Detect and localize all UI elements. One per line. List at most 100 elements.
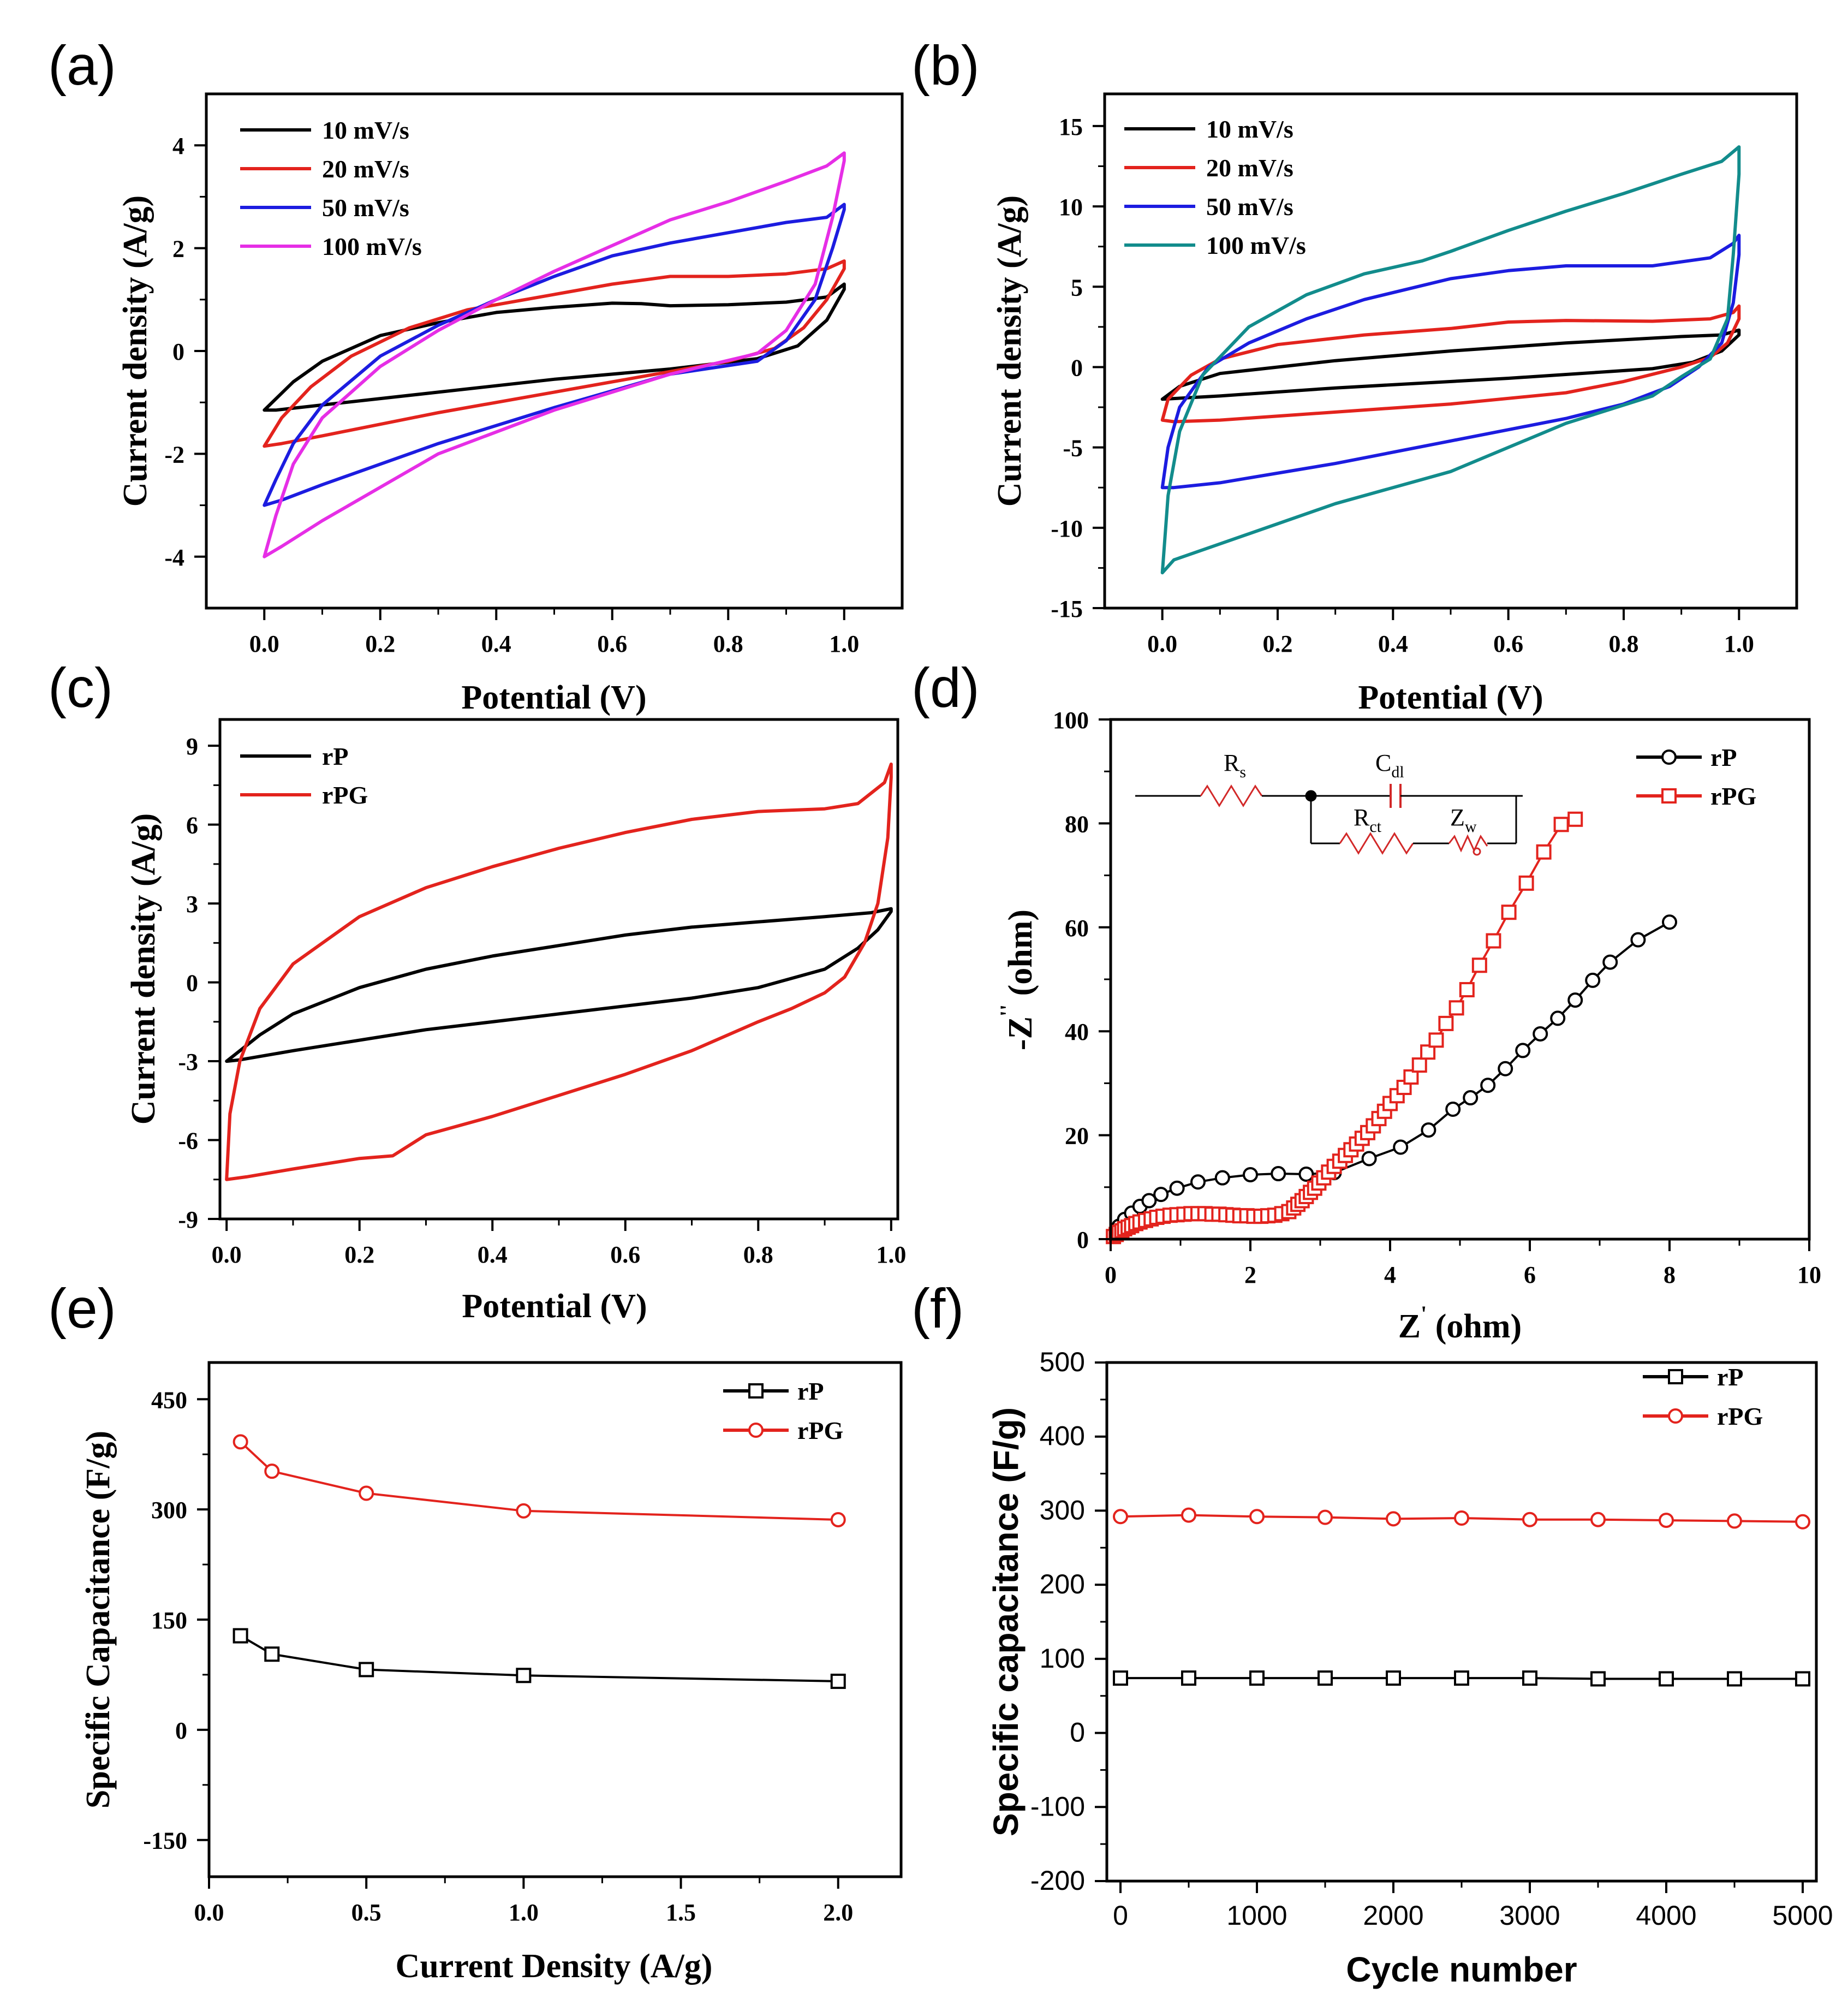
data-point-rp xyxy=(1361,1151,1377,1167)
x-axis-label-a: Potential (V) xyxy=(461,679,646,716)
data-point-rpg xyxy=(1501,905,1517,920)
y-tick-label: 150 xyxy=(151,1607,187,1634)
x-tick-label: 1000 xyxy=(1226,1900,1287,1931)
circuit-label-cdl-main: C xyxy=(1375,749,1391,776)
legend-label-100-mv-s: 100 mV/s xyxy=(322,233,422,260)
data-point-rpg xyxy=(1448,1000,1464,1016)
y-tick-label: -200 xyxy=(1030,1865,1085,1896)
x-tick-label: 0.4 xyxy=(478,1241,508,1268)
legend-label-20-mv-s: 20 mV/s xyxy=(1206,154,1293,182)
data-point-rp xyxy=(1630,932,1646,948)
x-tick-label: 2.0 xyxy=(823,1899,853,1926)
panel-label-d: (d) xyxy=(911,657,980,719)
x-tick-label: 0.6 xyxy=(597,630,627,657)
legend-label-rp: rP xyxy=(1710,743,1737,771)
panel-label-f: (f) xyxy=(911,1277,964,1340)
y-axis-label-d-main: -Z xyxy=(1002,1016,1039,1050)
x-tick-label: 0.0 xyxy=(194,1899,224,1926)
cv-loop-20-mv-s xyxy=(263,259,846,448)
data-point-rpg xyxy=(264,1463,280,1479)
resistor-rs-icon xyxy=(1200,784,1263,807)
data-point-rpg xyxy=(1249,1509,1265,1525)
x-tick-label: 1.0 xyxy=(1724,630,1754,657)
y-tick-label: 0 xyxy=(1070,1717,1085,1748)
data-point-rp xyxy=(1190,1174,1206,1190)
data-point-rpg xyxy=(1428,1032,1444,1048)
data-point-rpg xyxy=(1454,1510,1469,1526)
legend-label-50-mv-s: 50 mV/s xyxy=(322,194,409,222)
x-tick-label: 0 xyxy=(1113,1900,1128,1931)
x-tick-label: 2 xyxy=(1244,1262,1256,1288)
data-point-rp xyxy=(1421,1122,1436,1138)
y-tick-label: 100 xyxy=(1053,707,1089,734)
data-point-rp xyxy=(1515,1043,1531,1058)
data-point-rp xyxy=(1386,1670,1401,1686)
circuit-label-rct: Rct xyxy=(1354,804,1382,836)
data-point-rpg xyxy=(1403,1069,1419,1085)
y-axis-label-d-unit: (ohm) xyxy=(1002,909,1039,1004)
legend-label-rp: rP xyxy=(1717,1363,1744,1391)
data-point-rp xyxy=(1585,972,1601,988)
legend-label-rp: rP xyxy=(797,1377,824,1405)
data-point-rpg xyxy=(1386,1511,1401,1527)
x-axis-label-e: Current Density (A/g) xyxy=(396,1948,713,1985)
y-tick-label: 0 xyxy=(1071,354,1083,381)
x-tick-label: 3000 xyxy=(1499,1900,1560,1931)
data-point-rpg xyxy=(1522,1512,1537,1527)
y-tick-label: 20 xyxy=(1065,1123,1089,1150)
warburg-terminal-icon xyxy=(1473,847,1481,856)
cv-loop-100-mv-s xyxy=(1160,145,1741,575)
data-point-rpg xyxy=(1411,1057,1427,1073)
data-point-rpg xyxy=(1795,1514,1810,1530)
circuit-label-cdl: Cdl xyxy=(1375,749,1404,781)
resistor-rct-icon xyxy=(1339,832,1414,855)
y-tick-label: 400 xyxy=(1040,1421,1085,1451)
circuit-label-zw-main: Z xyxy=(1450,804,1465,831)
x-tick-label: 1.5 xyxy=(666,1899,696,1926)
legend-label-rpg: rPG xyxy=(1717,1402,1763,1430)
data-point-rpg xyxy=(233,1434,248,1450)
panel-c: (c) 0.0 0.2 0.4 0.6 0.8 1.0 -9 -6 -3 0 3 6 9 rP rPG P… xyxy=(48,657,906,1325)
x-axis-label-c: Potential (V) xyxy=(462,1288,647,1325)
y-tick-label: -4 xyxy=(164,544,184,571)
x-axis-label-d-sup: ' xyxy=(1421,1301,1427,1326)
data-point-rp xyxy=(1522,1670,1537,1686)
data-point-rp xyxy=(1113,1670,1128,1686)
y-tick-label: -9 xyxy=(178,1206,198,1233)
circuit-label-rs-sub: s xyxy=(1239,763,1246,781)
cv-loop-rp xyxy=(225,907,893,1063)
y-tick-label: 0 xyxy=(172,338,184,365)
x-tick-label: 10 xyxy=(1797,1262,1821,1288)
y-tick-label: 2 xyxy=(172,236,184,263)
panel-a: (a) 0.0 0.2 0.4 0.6 0.8 1.0 -4 -2 0 2 4 10 mV/s 20 … xyxy=(48,34,904,716)
x-tick-label: 0.4 xyxy=(481,630,511,657)
warburg-element-icon xyxy=(1448,834,1488,853)
data-point-rpg xyxy=(1536,844,1552,860)
legend-label-rpg: rPG xyxy=(797,1417,843,1444)
x-tick-label: 0.0 xyxy=(212,1241,242,1268)
x-tick-label: 0.8 xyxy=(1609,630,1639,657)
data-point-rp xyxy=(1181,1670,1196,1686)
x-tick-label: 0 xyxy=(1105,1262,1117,1288)
cv-loop-10-mv-s xyxy=(1160,328,1741,401)
y-tick-label: 100 xyxy=(1040,1643,1085,1674)
data-point-rp xyxy=(1659,1671,1674,1687)
data-point-rp xyxy=(1169,1180,1185,1196)
y-tick-label: -3 xyxy=(178,1049,198,1075)
y-tick-label: 15 xyxy=(1059,114,1083,140)
x-tick-label: 0.4 xyxy=(1378,630,1408,657)
data-point-rp xyxy=(1550,1010,1566,1026)
circuit-label-zw-sub: w xyxy=(1465,818,1477,836)
circuit-label-zw: Zw xyxy=(1450,804,1477,836)
legend-marker-rpg xyxy=(748,1423,764,1438)
data-point-rp xyxy=(1271,1166,1286,1182)
legend-marker-rp xyxy=(748,1383,764,1399)
x-axis-label-d-main: Z xyxy=(1398,1308,1421,1345)
y-tick-label: -150 xyxy=(143,1828,187,1854)
y-tick-label: 9 xyxy=(186,733,198,760)
data-point-rp xyxy=(1214,1170,1230,1186)
legend-label-rpg: rPG xyxy=(1710,782,1756,810)
circuit-label-cdl-sub: dl xyxy=(1391,763,1404,781)
cv-loop-50-mv-s xyxy=(263,203,846,507)
